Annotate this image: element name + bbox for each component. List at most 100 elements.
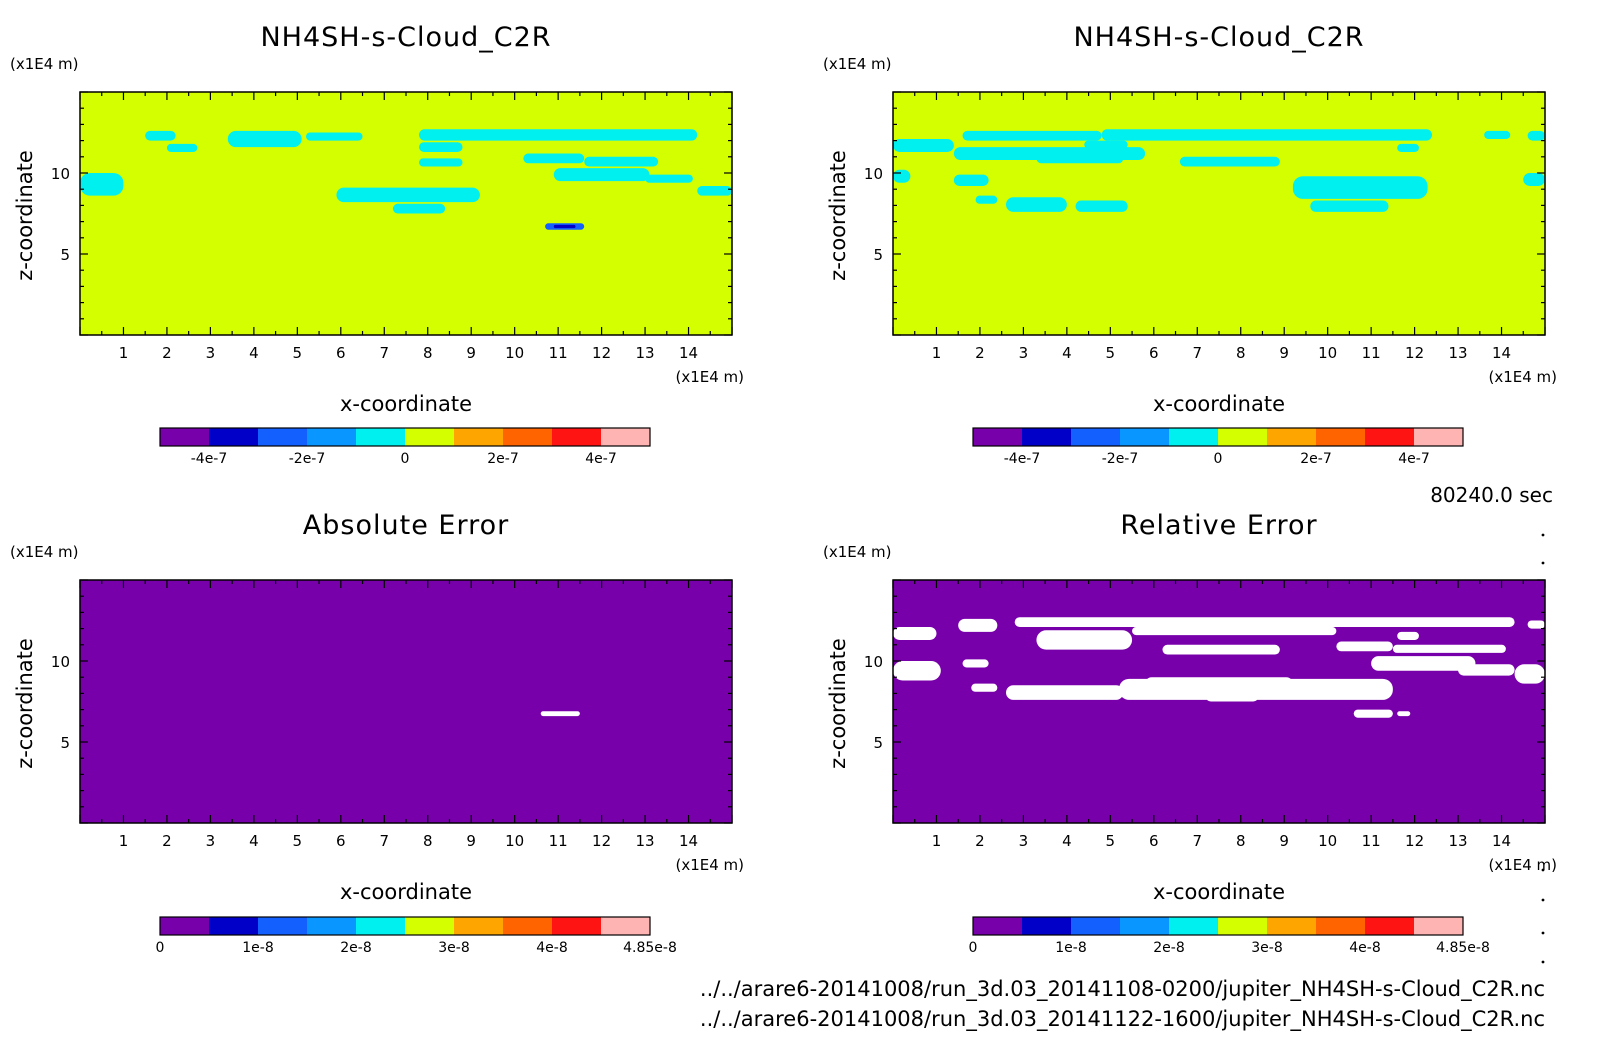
field-background [893, 92, 1545, 335]
panel-3: Absolute Error(x1E4 m)1 2 3 4 5 6 7 8 9 10 11 12 13 1… [10, 510, 744, 904]
y-tick-label: 10 [864, 653, 883, 671]
x-tick-label: 13 [1449, 832, 1468, 850]
field-patch [893, 626, 937, 640]
y-unit-label: (x1E4 m) [823, 543, 892, 561]
colorbar-label: 4.85e-8 [1436, 940, 1490, 956]
panel-1: NH4SH-s-Cloud_C2R(x1E4 m)1 2 3 4 5 6 7 8 9 10 11 12… [10, 22, 744, 416]
field-patch [1101, 129, 1432, 141]
x-tick-label: 14 [679, 344, 698, 362]
file-path-a: ../../arare6-20141008/run_3d.03_20141108… [700, 977, 1545, 1002]
field-patch [1371, 656, 1476, 671]
colorbar-label: 4e-8 [1349, 940, 1380, 956]
field-patch [1392, 644, 1506, 653]
field-patch [1527, 620, 1545, 629]
x-tick-label: 1 [932, 832, 942, 850]
field-patch [1084, 140, 1128, 149]
margin-dot [1541, 561, 1545, 565]
x-unit-label: (x1E4 m) [1488, 368, 1557, 386]
colorbar-label: 4e-7 [585, 451, 616, 467]
x-unit-label: (x1E4 m) [675, 856, 744, 874]
colorbar-swatch [307, 917, 357, 935]
field-patch [553, 224, 576, 229]
field-patch [1075, 200, 1128, 212]
colorbar-swatch [1316, 428, 1366, 446]
colorbar-swatch [1071, 917, 1121, 935]
x-tick-label: 4 [249, 832, 259, 850]
x-tick-label: 6 [1149, 832, 1159, 850]
x-tick-label: 13 [1449, 344, 1468, 362]
colorbar-label: 4.85e-8 [623, 940, 677, 956]
x-tick-label: 3 [1019, 832, 1029, 850]
x-tick-label: 5 [1106, 344, 1116, 362]
x-tick-label: 9 [466, 344, 476, 362]
colorbar-swatch [1022, 428, 1072, 446]
x-tick-label: 6 [336, 832, 346, 850]
field-patch [953, 174, 989, 186]
x-tick-label: 13 [636, 344, 655, 362]
field-patch [1036, 153, 1124, 164]
x-tick-label: 3 [206, 832, 216, 850]
panel-title: Relative Error [1120, 510, 1317, 541]
x-tick-label: 12 [1405, 832, 1424, 850]
colorbar-swatch [1218, 917, 1268, 935]
colorbar-swatch [1218, 428, 1268, 446]
y-axis-label: z-coordinate [826, 638, 850, 769]
field-patch [697, 185, 732, 196]
colorbar-swatch [454, 917, 504, 935]
field-patch [971, 683, 998, 692]
colorbar-swatch [1365, 428, 1415, 446]
x-tick-label: 5 [1106, 832, 1116, 850]
y-axis-label: z-coordinate [826, 150, 850, 281]
x-tick-label: 3 [1019, 344, 1029, 362]
colorbar-swatch [1169, 917, 1219, 935]
colorbar-swatch [1267, 917, 1317, 935]
x-tick-label: 11 [1362, 832, 1381, 850]
field-patch [1523, 173, 1545, 186]
colorbar-label: 3e-8 [1251, 940, 1282, 956]
x-tick-label: 10 [505, 832, 524, 850]
colorbar-3: 0 1e-8 2e-8 3e-8 4e-8 4.85e-8 [156, 916, 677, 956]
field-patch [584, 156, 659, 167]
field-patch [1310, 200, 1389, 212]
field-patch [1006, 197, 1067, 212]
field-patch [1006, 685, 1124, 700]
colorbar-swatch [1169, 428, 1219, 446]
field-patch [1353, 709, 1393, 718]
x-tick-label: 5 [293, 344, 303, 362]
colorbar-swatch [1365, 917, 1415, 935]
x-tick-label: 14 [1492, 832, 1511, 850]
panel-2: NH4SH-s-Cloud_C2R(x1E4 m)1 2 3 4 5 6 7 8 9 10 11 12… [823, 22, 1557, 507]
field-patch [1484, 130, 1511, 139]
colorbar-swatch [503, 917, 553, 935]
field-patch [145, 130, 176, 141]
panel-4: Relative Error(x1E4 m)1 2 3 4 5 6 7 8 9 10 11 12 13 1… [823, 510, 1557, 904]
x-tick-label: 10 [1318, 832, 1337, 850]
colorbar-label: 0 [156, 940, 165, 956]
field-patch [1162, 644, 1280, 655]
panel-title: NH4SH-s-Cloud_C2R [260, 22, 551, 53]
field-patch [306, 132, 363, 141]
x-tick-label: 7 [379, 344, 389, 362]
colorbar-frame [972, 427, 1464, 447]
colorbar-swatch [1267, 428, 1317, 446]
x-tick-label: 7 [379, 832, 389, 850]
y-axis-label: z-coordinate [13, 150, 37, 281]
colorbar-frame [159, 916, 651, 936]
x-unit-label: (x1E4 m) [675, 368, 744, 386]
x-tick-label: 8 [1236, 832, 1246, 850]
colorbar-label: 0 [401, 451, 410, 467]
x-tick-label: 9 [1279, 832, 1289, 850]
y-tick-label: 5 [873, 246, 883, 264]
x-tick-label: 7 [1192, 832, 1202, 850]
footer: ../../arare6-20141008/run_3d.03_20141108… [700, 977, 1545, 1032]
field-patch [336, 187, 480, 203]
y-unit-label: (x1E4 m) [10, 55, 79, 73]
x-tick-label: 2 [162, 344, 172, 362]
x-tick-label: 8 [1236, 344, 1246, 362]
field-patch [1014, 617, 1515, 627]
file-path-b: ../../arare6-20141008/run_3d.03_20141122… [700, 1007, 1545, 1032]
colorbar-swatch [601, 428, 651, 446]
colorbar-label: 1e-8 [1055, 940, 1086, 956]
x-tick-label: 12 [1405, 344, 1424, 362]
